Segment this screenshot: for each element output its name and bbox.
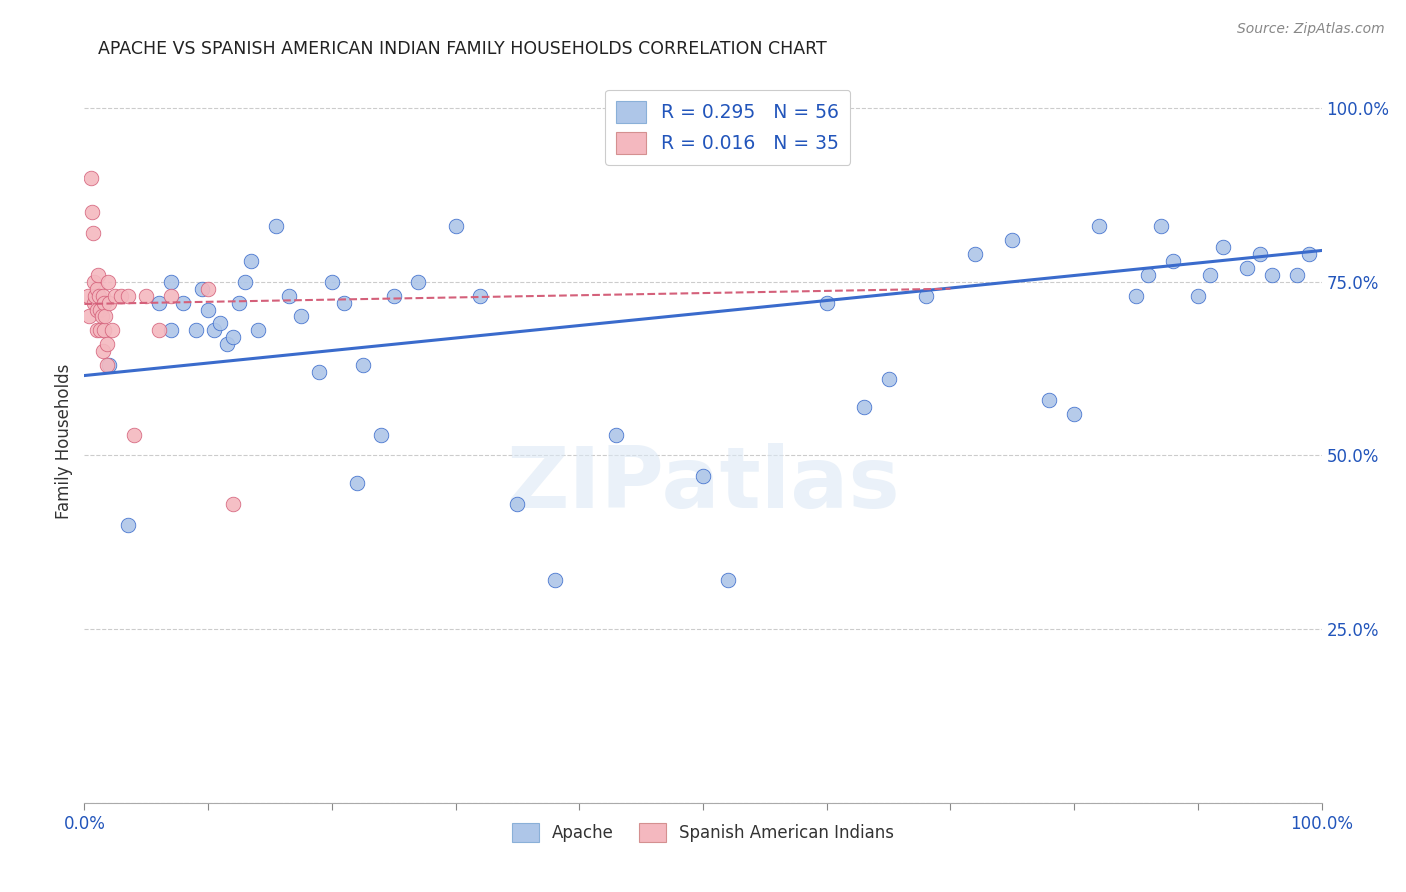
Point	[87, 268, 110, 282]
Point	[191, 282, 214, 296]
Text: Source: ZipAtlas.com: Source: ZipAtlas.com	[1237, 22, 1385, 37]
Point	[202, 323, 225, 337]
Point	[86, 282, 108, 296]
Point	[346, 476, 368, 491]
Point	[1212, 240, 1234, 254]
Point	[197, 282, 219, 296]
Point	[264, 219, 287, 234]
Point	[1261, 268, 1284, 282]
Point	[222, 497, 245, 511]
Point	[1161, 253, 1184, 268]
Point	[93, 323, 115, 337]
Point	[321, 275, 343, 289]
Point	[96, 358, 118, 372]
Point	[1199, 268, 1222, 282]
Point	[89, 302, 111, 317]
Point	[77, 288, 100, 302]
Point	[233, 275, 256, 289]
Point	[86, 323, 108, 337]
Point	[815, 295, 838, 310]
Point	[117, 288, 139, 302]
Point	[370, 427, 392, 442]
Point	[110, 288, 132, 302]
Point	[97, 275, 120, 289]
Point	[86, 302, 108, 317]
Point	[692, 469, 714, 483]
Point	[215, 337, 238, 351]
Point	[122, 427, 145, 442]
Point	[290, 310, 312, 324]
Point	[135, 288, 157, 302]
Point	[965, 247, 987, 261]
Point	[96, 337, 118, 351]
Point	[717, 574, 740, 588]
Point	[89, 288, 111, 302]
Point	[382, 288, 405, 302]
Point	[117, 517, 139, 532]
Point	[104, 288, 127, 302]
Point	[1150, 219, 1173, 234]
Point	[408, 275, 430, 289]
Point	[444, 219, 467, 234]
Point	[197, 302, 219, 317]
Point	[308, 365, 330, 379]
Legend: Apache, Spanish American Indians: Apache, Spanish American Indians	[505, 816, 901, 848]
Point	[222, 330, 245, 344]
Point	[1187, 288, 1209, 302]
Point	[877, 372, 900, 386]
Text: ZIPatlas: ZIPatlas	[506, 443, 900, 526]
Point	[98, 295, 121, 310]
Point	[228, 295, 250, 310]
Point	[93, 295, 115, 310]
Point	[605, 427, 627, 442]
Point	[94, 310, 117, 324]
Point	[277, 288, 299, 302]
Point	[98, 358, 121, 372]
Point	[160, 323, 183, 337]
Point	[79, 170, 101, 185]
Y-axis label: Family Households: Family Households	[55, 364, 73, 519]
Point	[352, 358, 374, 372]
Point	[79, 310, 101, 324]
Point	[172, 295, 194, 310]
Point	[1088, 219, 1111, 234]
Point	[1063, 407, 1085, 421]
Point	[84, 288, 107, 302]
Point	[184, 323, 207, 337]
Point	[83, 275, 105, 289]
Point	[148, 295, 170, 310]
Point	[100, 323, 122, 337]
Point	[1236, 260, 1258, 275]
Point	[91, 288, 114, 302]
Point	[240, 253, 263, 268]
Point	[470, 288, 492, 302]
Point	[80, 205, 103, 219]
Point	[1298, 247, 1320, 261]
Point	[1001, 233, 1024, 247]
Point	[506, 497, 529, 511]
Point	[543, 574, 565, 588]
Point	[209, 317, 232, 331]
Point	[90, 310, 112, 324]
Text: APACHE VS SPANISH AMERICAN INDIAN FAMILY HOUSEHOLDS CORRELATION CHART: APACHE VS SPANISH AMERICAN INDIAN FAMILY…	[98, 40, 827, 58]
Point	[1137, 268, 1160, 282]
Point	[83, 295, 105, 310]
Point	[91, 344, 114, 359]
Point	[148, 323, 170, 337]
Point	[160, 275, 183, 289]
Point	[1285, 268, 1308, 282]
Point	[160, 288, 183, 302]
Point	[1125, 288, 1147, 302]
Point	[1249, 247, 1271, 261]
Point	[246, 323, 269, 337]
Point	[852, 400, 875, 414]
Point	[89, 323, 111, 337]
Point	[1038, 392, 1060, 407]
Point	[82, 226, 104, 240]
Point	[914, 288, 936, 302]
Point	[333, 295, 356, 310]
